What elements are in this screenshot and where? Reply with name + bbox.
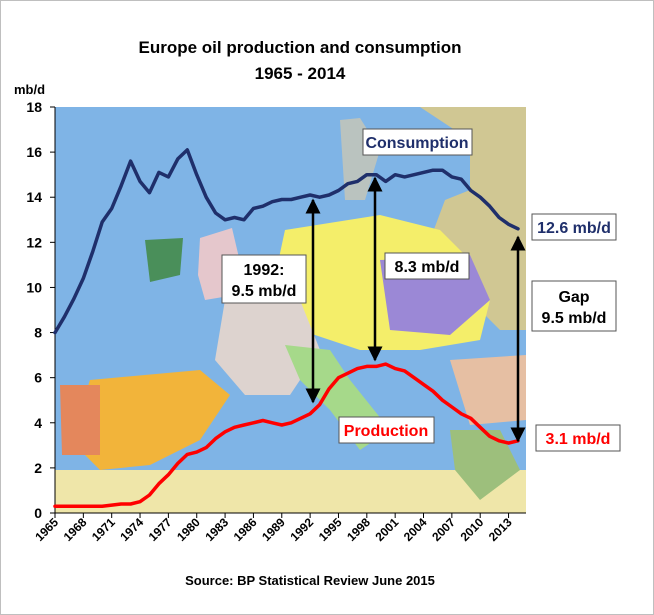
x-tick-label: 2004	[401, 515, 430, 544]
gap-arrows	[305, 176, 526, 443]
annotation-8-3-text: 8.3 mb/d	[395, 259, 460, 276]
y-axis-label: mb/d	[14, 82, 45, 97]
annotation-3-1: 3.1 mb/d	[535, 424, 621, 452]
annotation-gap-line1: Gap	[558, 289, 589, 306]
annotation-1992-line2: 9.5 mb/d	[232, 283, 297, 300]
europe-map-background	[55, 107, 526, 513]
x-tick-label: 2001	[373, 515, 402, 544]
x-tick-label: 1986	[231, 515, 260, 544]
annotation-12-6-text: 12.6 mb/d	[537, 220, 611, 237]
x-tick-label: 1992	[287, 515, 316, 544]
y-tick-label: 16	[26, 144, 42, 160]
annotation-8-3: 8.3 mb/d	[384, 252, 470, 280]
x-ticks: 1965 1968 1971 1974 1977 1980 1983 1986 1989 1992…	[32, 513, 515, 544]
axes	[54, 107, 526, 514]
y-tick-label: 10	[26, 279, 42, 295]
series-line-consumption	[53, 148, 520, 335]
annotation-3-1-text: 3.1 mb/d	[546, 431, 611, 448]
x-tick-label: 1998	[344, 515, 373, 544]
y-tick-label: 0	[34, 505, 42, 521]
x-tick-label: 2007	[429, 515, 458, 544]
y-tick-label: 12	[26, 234, 42, 250]
series-line-production	[53, 362, 520, 508]
x-tick-label: 1983	[202, 515, 231, 544]
series-group	[53, 148, 520, 508]
annotation-1992: 1992: 9.5 mb/d	[221, 254, 307, 304]
y-tick-label: 18	[26, 99, 42, 115]
y-tick-label: 2	[34, 460, 42, 476]
x-tick-label: 1971	[89, 515, 118, 544]
x-tick-label: 1968	[61, 515, 90, 544]
x-tick-label: 2010	[458, 515, 487, 544]
y-tick-label: 14	[26, 189, 42, 205]
annotation-gap: Gap 9.5 mb/d	[531, 280, 617, 332]
chart-title: Europe oil production and consumption	[139, 38, 462, 57]
x-tick-label: 1977	[146, 515, 175, 544]
x-tick-label: 1980	[174, 515, 203, 544]
chart-subtitle: 1965 - 2014	[255, 64, 346, 83]
x-tick-label: 1995	[316, 515, 345, 544]
y-tick-label: 4	[34, 415, 42, 431]
annotation-production: Production	[338, 416, 435, 444]
annotation-gap-line2: 9.5 mb/d	[542, 310, 607, 327]
annotation-12-6: 12.6 mb/d	[531, 213, 617, 241]
chart-source: Source: BP Statistical Review June 2015	[185, 573, 435, 588]
annotation-1992-line1: 1992:	[244, 262, 285, 279]
x-tick-label: 1974	[117, 515, 146, 544]
consumption-label: Consumption	[365, 135, 468, 152]
y-tick-label: 8	[34, 325, 42, 341]
annotation-consumption: Consumption	[362, 128, 473, 156]
production-label: Production	[344, 423, 428, 440]
x-tick-label: 2013	[486, 515, 515, 544]
x-tick-label: 1989	[259, 515, 288, 544]
y-tick-label: 6	[34, 370, 42, 386]
y-ticks: 0 2 4 6 8 10 12 14 16 18	[26, 99, 55, 521]
